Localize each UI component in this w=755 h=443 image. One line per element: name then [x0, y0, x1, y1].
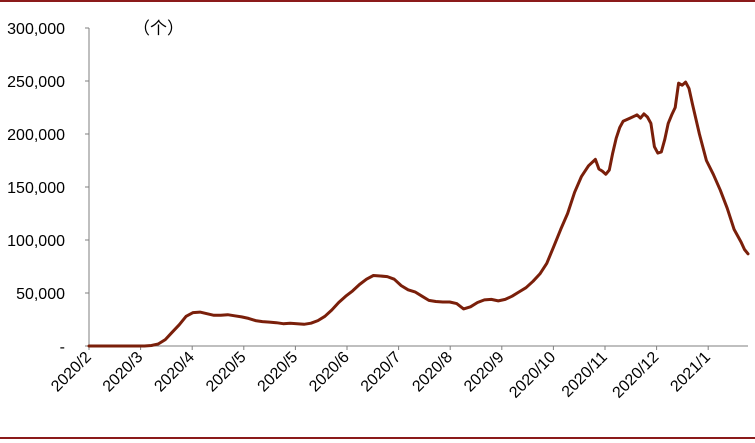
x-tick-label: 2020/9 — [461, 349, 508, 396]
x-tick-label: 2020/7 — [358, 349, 405, 396]
y-tick-label: 150,000 — [7, 180, 65, 197]
x-tick-label: 2020/8 — [409, 349, 456, 396]
y-tick-label: 250,000 — [7, 74, 65, 91]
unit-label: （个） — [133, 19, 184, 39]
x-tick-label: 2020/5 — [203, 349, 250, 396]
y-tick-label: 50,000 — [16, 286, 65, 303]
top-border — [0, 0, 755, 2]
x-tick-label: 2020/3 — [100, 349, 147, 396]
x-tick-label: 2020/5 — [255, 349, 302, 396]
x-tick-label: 2021/1 — [667, 349, 714, 396]
x-tick-label: 2020/4 — [151, 349, 198, 396]
y-tick-label: 300,000 — [7, 21, 65, 38]
y-tick-label: 100,000 — [7, 233, 65, 250]
y-tick-label: 200,000 — [7, 127, 65, 144]
y-tick-label: - — [60, 339, 65, 356]
bottom-border — [0, 437, 755, 439]
x-tick-label: 2020/6 — [306, 349, 353, 396]
x-tick-label: 2020/12 — [610, 349, 663, 402]
x-tick-label: 2020/2 — [48, 349, 95, 396]
series-line — [87, 80, 750, 348]
x-tick-label: 2020/10 — [506, 349, 559, 402]
x-tick-label: 2020/11 — [559, 349, 611, 401]
